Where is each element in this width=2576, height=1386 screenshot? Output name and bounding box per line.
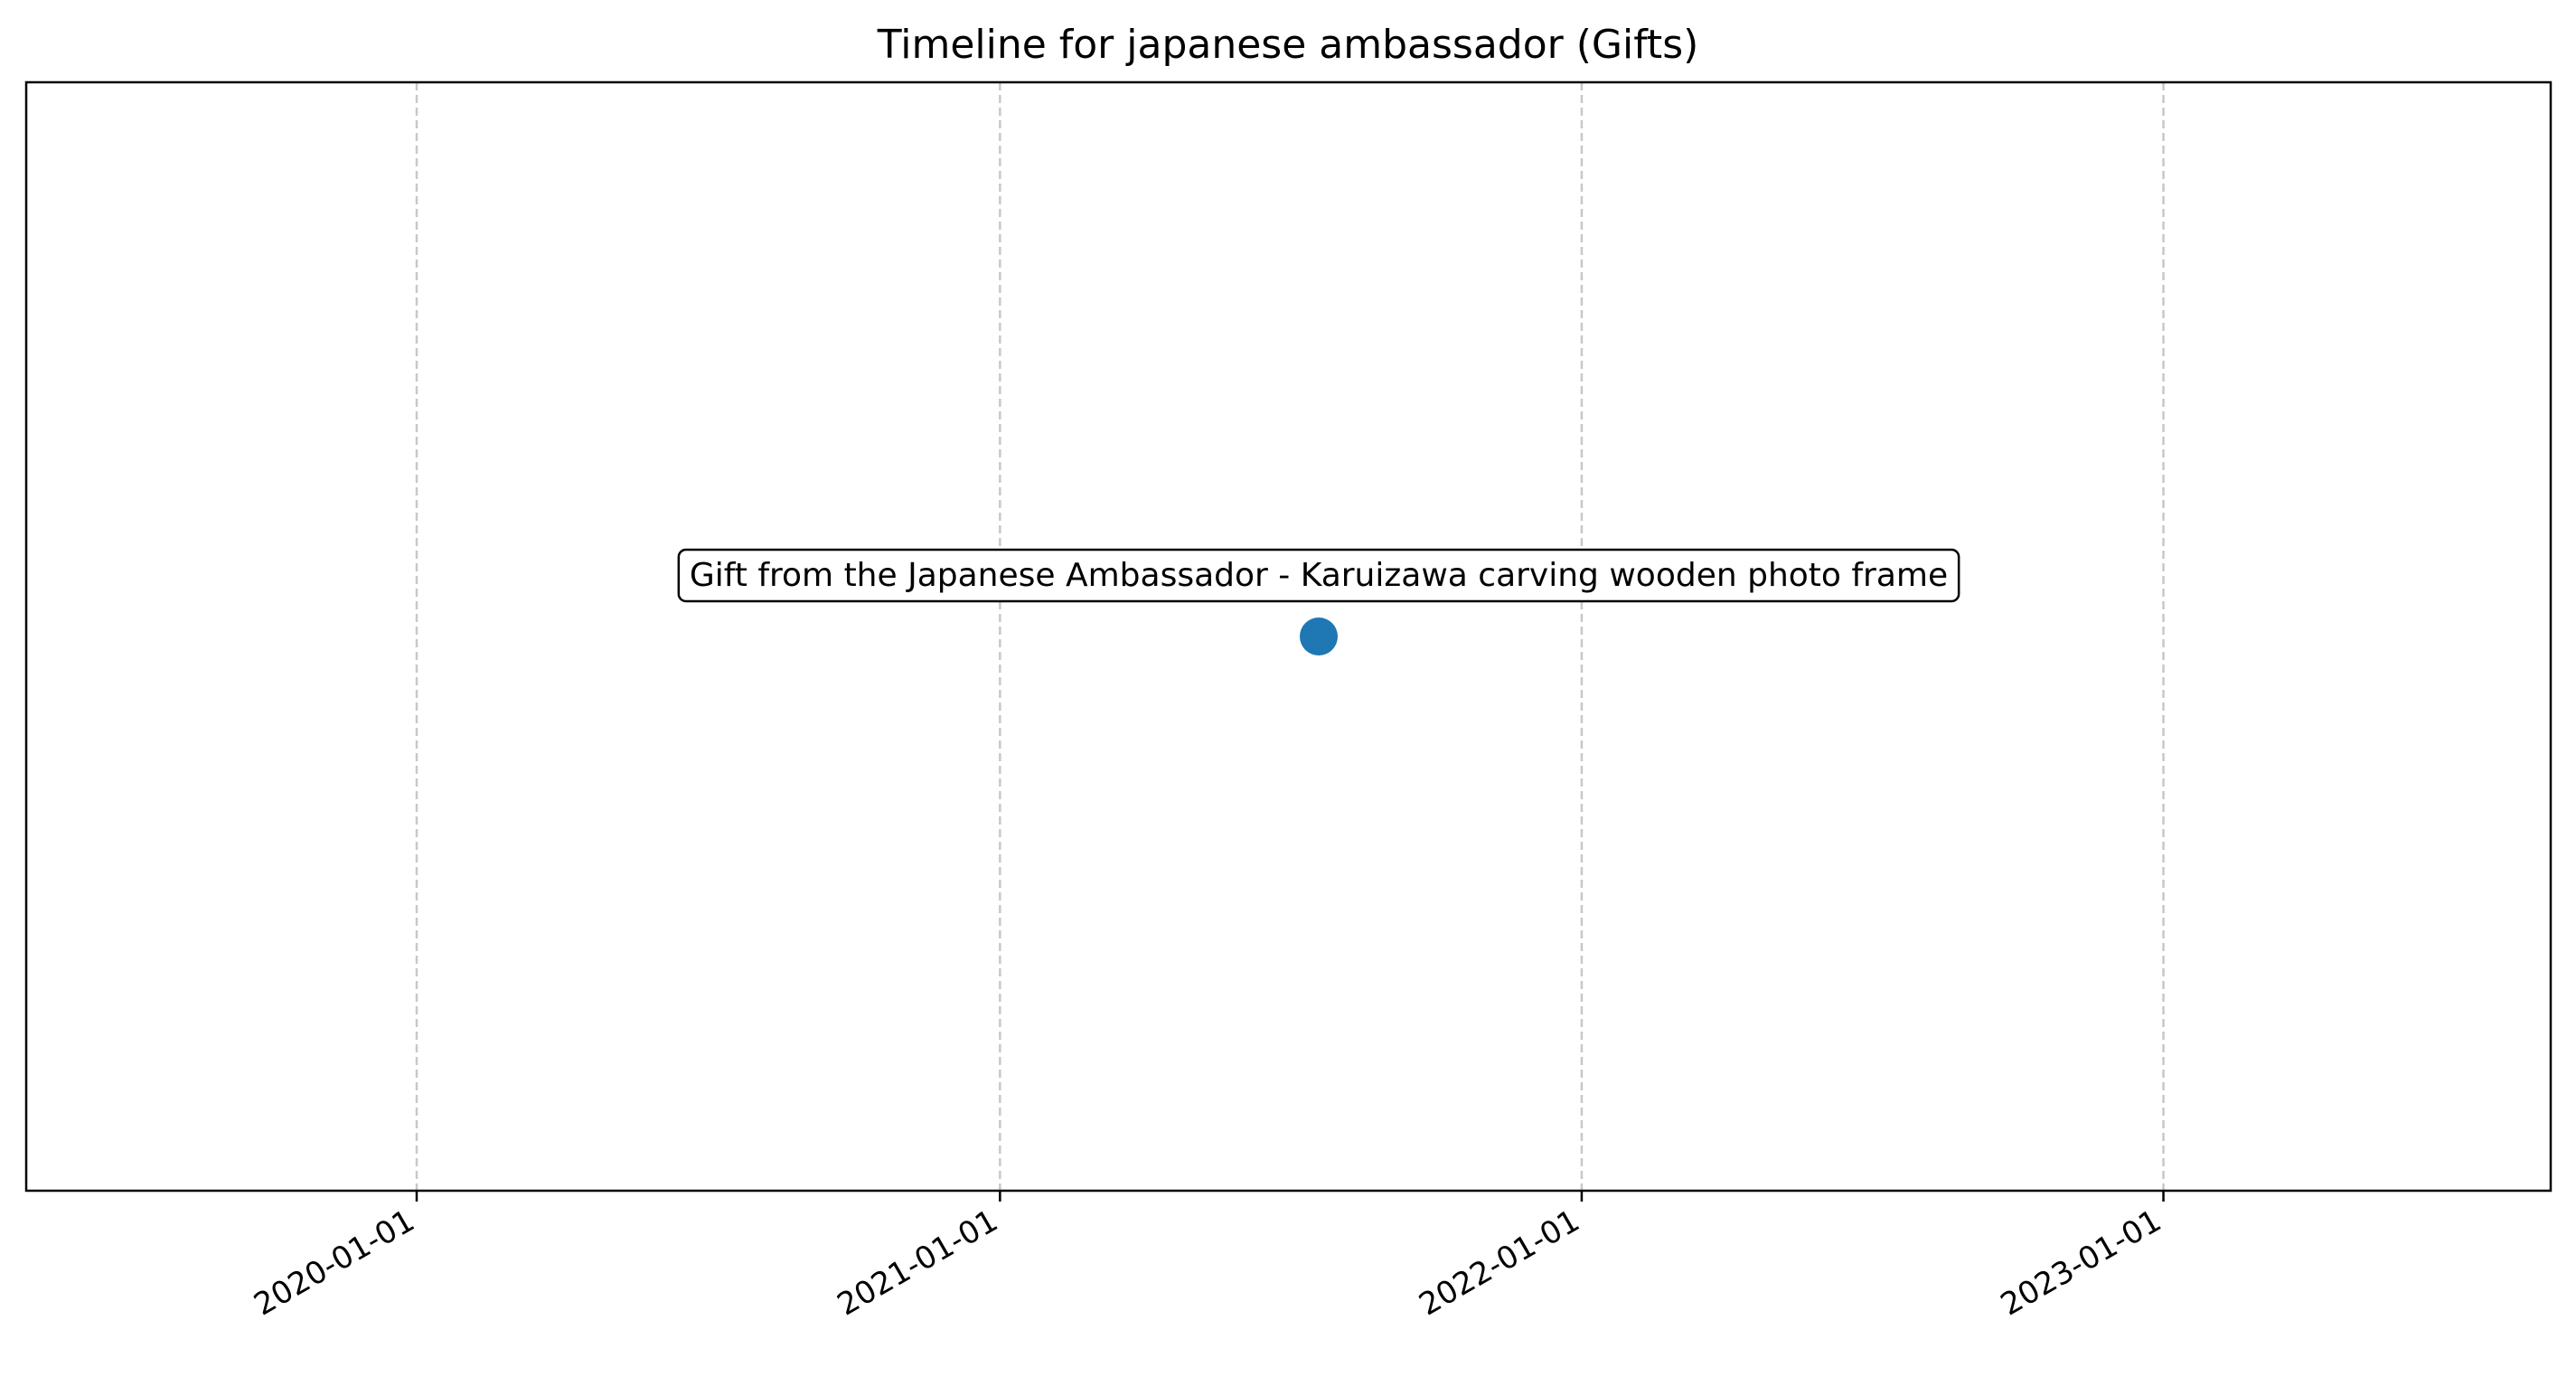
annotation-label: Gift from the Japanese Ambassador - Karu… bbox=[690, 557, 1948, 594]
annotation-box bbox=[677, 548, 1960, 603]
data-marks: Gift from the Japanese Ambassador - Karu… bbox=[677, 548, 1960, 655]
data-point bbox=[1300, 618, 1339, 655]
grid-lines bbox=[415, 82, 2165, 1191]
chart-title: Timeline for japanese ambassador (Gifts) bbox=[877, 22, 1699, 68]
plot-frame bbox=[24, 80, 2552, 1193]
annotation: Gift from the Japanese Ambassador - Karu… bbox=[677, 548, 1960, 603]
